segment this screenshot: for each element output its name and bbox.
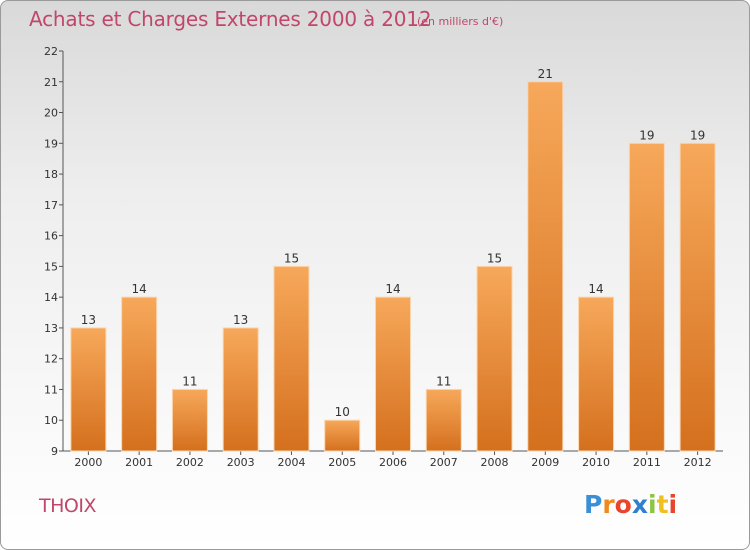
x-tick-label: 2010 bbox=[582, 456, 610, 469]
bar-value-label: 11 bbox=[182, 374, 197, 388]
bar bbox=[324, 419, 361, 452]
x-tick-label: 2012 bbox=[684, 456, 712, 469]
y-tick-label: 22 bbox=[44, 45, 58, 58]
bar-value-label: 10 bbox=[335, 405, 350, 419]
chart-title: Achats et Charges Externes 2000 à 2012 bbox=[29, 7, 432, 31]
y-tick-label: 19 bbox=[44, 137, 58, 150]
bar bbox=[527, 81, 564, 452]
y-tick-label: 11 bbox=[44, 383, 58, 396]
y-tick-label: 13 bbox=[44, 322, 58, 335]
bar bbox=[679, 142, 716, 452]
bar-value-label: 14 bbox=[385, 282, 400, 296]
bar-value-label: 19 bbox=[639, 128, 654, 142]
bar-value-label: 13 bbox=[233, 313, 248, 327]
bar-value-label: 14 bbox=[132, 282, 147, 296]
chart-unit: (en milliers d'€) bbox=[417, 15, 504, 28]
bar bbox=[222, 327, 259, 452]
x-tick-label: 2000 bbox=[74, 456, 102, 469]
bar-value-label: 21 bbox=[538, 67, 553, 81]
bar-value-label: 15 bbox=[487, 251, 502, 265]
logo-letter: t bbox=[656, 490, 669, 519]
x-tick-label: 2008 bbox=[481, 456, 509, 469]
bar-value-label: 11 bbox=[436, 374, 451, 388]
x-tick-label: 2007 bbox=[430, 456, 458, 469]
y-tick-label: 17 bbox=[44, 199, 58, 212]
y-tick-label: 9 bbox=[51, 445, 58, 458]
y-axis: 9 10 11 12 13 14 15 16 17 18 19 20 21 22 bbox=[44, 45, 64, 458]
bar-value-label: 14 bbox=[588, 282, 603, 296]
y-tick-label: 10 bbox=[44, 414, 58, 427]
y-tick-label: 15 bbox=[44, 260, 58, 273]
bar bbox=[273, 265, 310, 452]
logo-letter: r bbox=[602, 490, 615, 519]
bar bbox=[70, 327, 107, 452]
x-tick-label: 2001 bbox=[125, 456, 153, 469]
bar bbox=[476, 265, 513, 452]
x-axis: 2000 2001 2002 2003 2004 2005 2006 2007 2008 2009… bbox=[63, 450, 723, 469]
logo-letter: P bbox=[584, 490, 603, 519]
x-tick-label: 2011 bbox=[633, 456, 661, 469]
bar bbox=[425, 388, 462, 452]
y-tick-label: 21 bbox=[44, 76, 58, 89]
y-tick-label: 20 bbox=[44, 107, 58, 120]
y-tick-label: 14 bbox=[44, 291, 58, 304]
proxiti-logo[interactable]: Proxiti bbox=[584, 490, 677, 519]
y-tick-label: 18 bbox=[44, 168, 58, 181]
bar-value-label: 13 bbox=[81, 313, 96, 327]
x-tick-label: 2006 bbox=[379, 456, 407, 469]
x-tick-label: 2003 bbox=[227, 456, 255, 469]
bar-value-label: 15 bbox=[284, 251, 299, 265]
commune-name: THOIX bbox=[39, 495, 96, 517]
x-tick-label: 2002 bbox=[176, 456, 204, 469]
bar bbox=[628, 142, 665, 452]
x-tick-label: 2009 bbox=[531, 456, 559, 469]
logo-letter: i bbox=[648, 490, 657, 519]
y-tick-label: 12 bbox=[44, 353, 58, 366]
bars: 13 14 11 13 15 10 14 11 15 21 14 19 19 bbox=[70, 67, 716, 452]
logo-letter: o bbox=[614, 490, 632, 519]
bar bbox=[171, 388, 208, 452]
logo-letter: i bbox=[668, 490, 678, 519]
bar bbox=[375, 296, 411, 452]
x-tick-label: 2005 bbox=[328, 456, 356, 469]
bar bbox=[121, 296, 158, 452]
bar bbox=[578, 296, 615, 452]
bar-value-label: 19 bbox=[690, 128, 705, 142]
x-tick-label: 2004 bbox=[277, 456, 305, 469]
y-tick-label: 16 bbox=[44, 230, 58, 243]
logo-letter: x bbox=[631, 490, 648, 519]
